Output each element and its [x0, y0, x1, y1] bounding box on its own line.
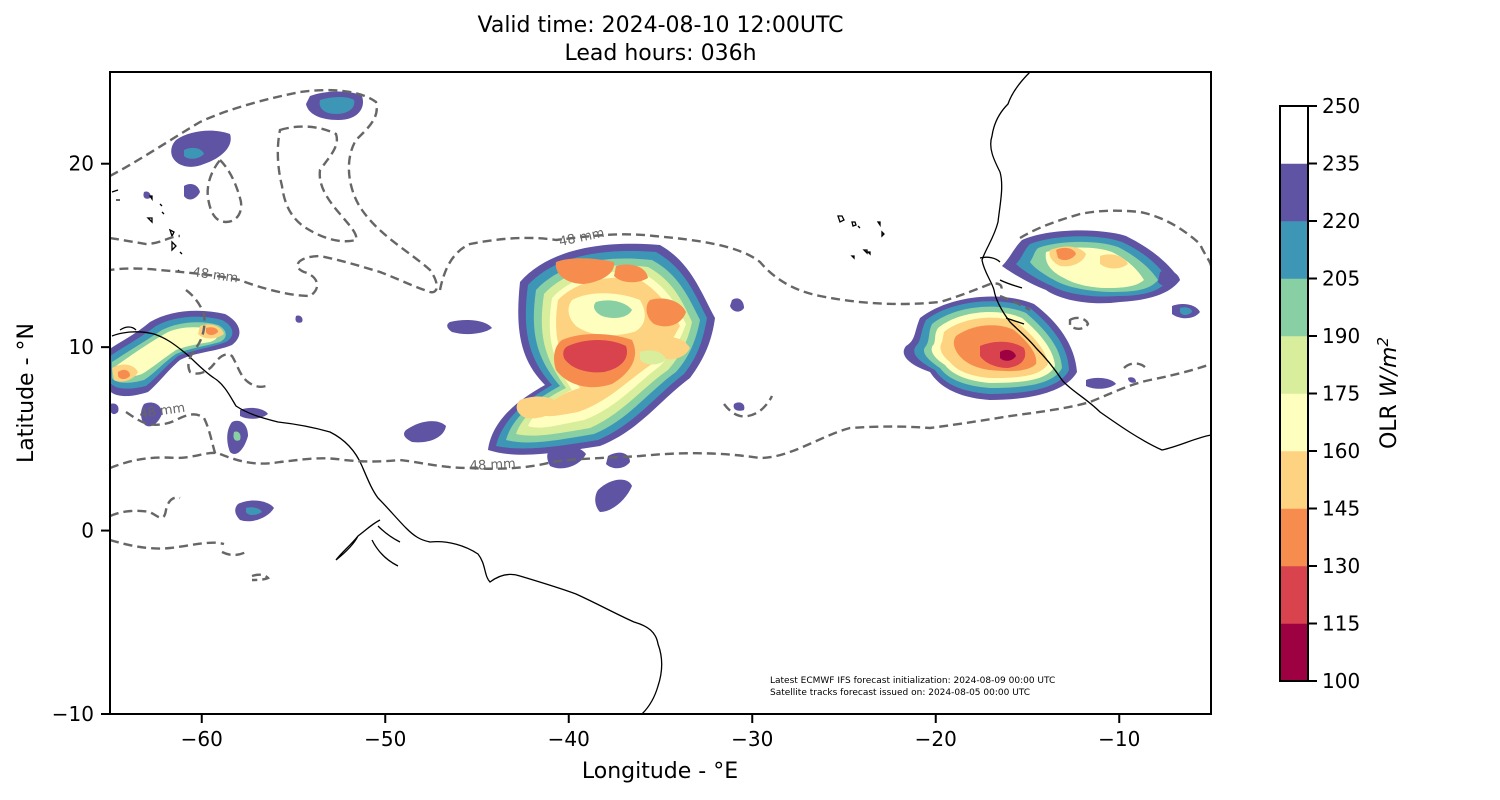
contour-label-2: 48 mm — [191, 265, 239, 286]
colorbar-tick-label: 175 — [1322, 382, 1360, 406]
x-tick-label: −50 — [364, 727, 406, 751]
y-axis-ticks: −10 0 10 20 — [52, 152, 110, 726]
colorbar-label: OLR W/m2 — [1374, 337, 1402, 449]
colorbar-band — [1279, 393, 1309, 452]
y-tick-label: 10 — [69, 335, 94, 359]
map-panel: 48 mm 48 mm 48 mm 48 mm Latest ECMWF IFS… — [110, 72, 1211, 714]
colorbar-band — [1279, 220, 1309, 279]
x-tick-label: −60 — [181, 727, 223, 751]
colorbar-band — [1279, 565, 1309, 624]
forecast-note-line-1: Latest ECMWF IFS forecast initialization… — [770, 676, 1055, 686]
colorbar-tick-label: 205 — [1322, 267, 1360, 291]
x-axis-ticks: −60 −50 −40 −30 −20 −10 — [181, 714, 1140, 751]
y-tick-label: 20 — [69, 152, 94, 176]
colorbar-tick-label: 160 — [1322, 439, 1360, 463]
title-lead-hours: Lead hours: 036h — [564, 41, 757, 66]
precip-contours-48mm — [110, 88, 1211, 582]
colorbar-tick-label: 190 — [1322, 324, 1360, 348]
colorbar-tick-label: 100 — [1322, 669, 1360, 693]
x-axis-label: Longitude - °E — [582, 759, 738, 784]
olr-cluster-west-africa — [903, 296, 1136, 400]
colorbar-tick-label: 235 — [1322, 152, 1360, 176]
forecast-note-line-2: Satellite tracks forecast issued on: 202… — [770, 688, 1030, 698]
colorbar-band — [1279, 278, 1309, 337]
x-tick-label: −20 — [915, 727, 957, 751]
y-tick-label: −10 — [52, 702, 94, 726]
colorbar-band — [1279, 335, 1309, 394]
colorbar-band — [1279, 105, 1309, 164]
colorbar-tick-label: 115 — [1322, 612, 1360, 636]
colorbar-tick-label: 220 — [1322, 209, 1360, 233]
colorbar-band — [1279, 623, 1309, 682]
coastlines — [111, 72, 1211, 714]
y-tick-label: 0 — [81, 519, 94, 543]
contour-label-4: 48 mm — [138, 401, 186, 422]
title-valid-time: Valid time: 2024-08-10 12:00UTC — [477, 13, 844, 38]
map-frame — [109, 71, 1212, 715]
colorbar-tick-label: 145 — [1322, 497, 1360, 521]
contour-label-3: 48 mm — [469, 457, 516, 474]
x-tick-label: −40 — [548, 727, 590, 751]
olr-cluster-central-atlantic — [404, 243, 745, 512]
olr-cluster-caribbean — [110, 91, 363, 522]
x-tick-label: −10 — [1098, 727, 1140, 751]
colorbar-band — [1279, 508, 1309, 567]
colorbar-tick-label: 250 — [1322, 94, 1360, 118]
colorbar-band — [1279, 450, 1309, 509]
olr-cluster-east-atlantic-north — [1002, 230, 1200, 319]
y-axis-label: Latitude - °N — [14, 323, 39, 463]
colorbar: 100 115 130 145 160 175 190 205 220 235 250 — [1279, 94, 1360, 693]
colorbar-band — [1279, 163, 1309, 222]
x-tick-label: −30 — [731, 727, 773, 751]
colorbar-tick-label: 130 — [1322, 554, 1360, 578]
